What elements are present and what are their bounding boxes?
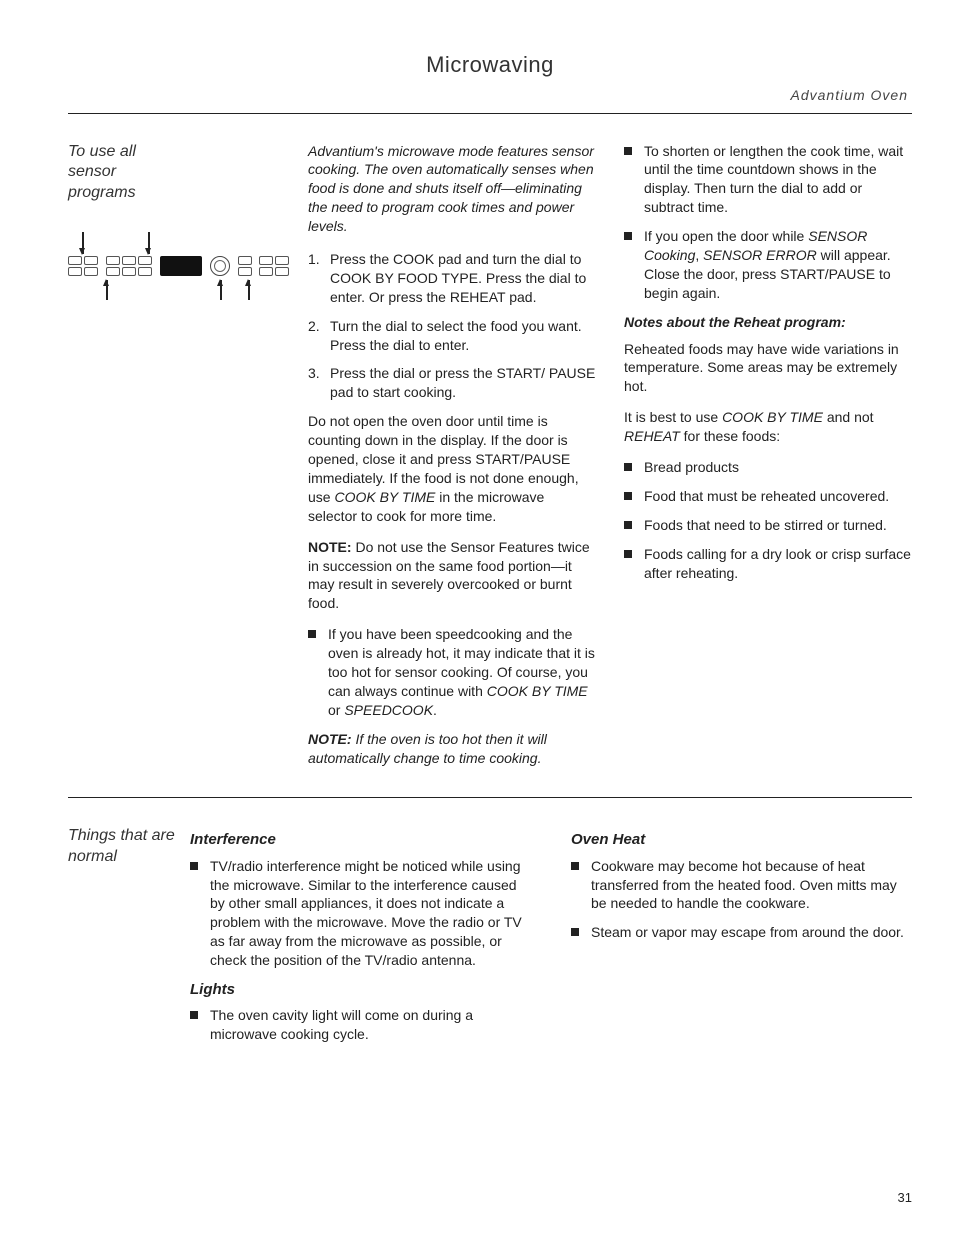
- intro-paragraph: Advantium's microwave mode features sens…: [308, 142, 596, 236]
- bullet-item: Food that must be reheated uncovered.: [624, 487, 912, 506]
- step-item: Turn the dial to select the food you wan…: [308, 317, 596, 355]
- text-run: ,: [695, 247, 703, 263]
- content-columns: Advantium's microwave mode features sens…: [308, 142, 912, 780]
- panel-buttons-row: [68, 256, 289, 276]
- text-italic: SENSOR ERROR: [703, 247, 817, 263]
- text-run: for these foods:: [680, 428, 780, 444]
- bullet-item: If you open the door while SENSOR Cookin…: [624, 227, 912, 303]
- things-normal-section: Things that are normal Interference TV/r…: [68, 798, 912, 1054]
- bullet-list: If you have been speedcooking and the ov…: [308, 625, 596, 719]
- body-paragraph: Reheated foods may have wide variations …: [624, 340, 912, 397]
- button-group-icon: [106, 256, 152, 276]
- arrow-up-icon: [248, 280, 250, 300]
- text-run: It is best to use: [624, 409, 722, 425]
- reheat-foods-list: Bread products Food that must be reheate…: [624, 458, 912, 582]
- text-run: .: [433, 702, 437, 718]
- column-right: To shorten or lengthen the cook time, wa…: [624, 142, 912, 780]
- bullet-list: To shorten or lengthen the cook time, wa…: [624, 142, 912, 303]
- bullet-item: To shorten or lengthen the cook time, wa…: [624, 142, 912, 218]
- arrow-down-icon: [148, 232, 150, 254]
- arrow-up-icon: [220, 280, 222, 300]
- page-number: 31: [898, 1189, 912, 1207]
- sensor-programs-section: To use all sensor programs: [68, 114, 912, 780]
- section-heading: Things that are normal: [68, 826, 190, 1054]
- page-title: Microwaving: [68, 50, 912, 80]
- bullet-item: Bread products: [624, 458, 912, 477]
- bullet-item: Steam or vapor may escape from around th…: [571, 923, 912, 942]
- control-panel-diagram: [68, 232, 288, 302]
- text-italic: COOK BY TIME: [722, 409, 823, 425]
- text-run: and not: [823, 409, 874, 425]
- note-label: NOTE:: [308, 731, 352, 747]
- step-item: Press the dial or press the START/ PAUSE…: [308, 364, 596, 402]
- subsection-heading: Lights: [190, 980, 531, 1000]
- button-group-icon: [68, 256, 98, 276]
- content-columns: Interference TV/radio interference might…: [190, 826, 912, 1054]
- bullet-item: Foods that need to be stirred or turned.: [624, 516, 912, 535]
- bullet-list: The oven cavity light will come on durin…: [190, 1006, 531, 1044]
- subsection-heading: Interference: [190, 830, 531, 850]
- dial-icon: [210, 256, 230, 276]
- bullet-item: If you have been speedcooking and the ov…: [308, 625, 596, 719]
- product-subtitle: Advantium Oven: [68, 86, 912, 114]
- manual-page: Microwaving Advantium Oven To use all se…: [0, 0, 954, 1094]
- steps-list: Press the COOK pad and turn the dial to …: [308, 250, 596, 402]
- body-paragraph: It is best to use COOK BY TIME and not R…: [624, 408, 912, 446]
- body-paragraph: Do not open the oven door until time is …: [308, 412, 596, 525]
- text-italic: COOK BY TIME: [334, 489, 435, 505]
- text-run: If you open the door while: [644, 228, 808, 244]
- bullet-item: Cookware may become hot because of heat …: [571, 857, 912, 914]
- bullet-list: Cookware may become hot because of heat …: [571, 857, 912, 943]
- step-item: Press the COOK pad and turn the dial to …: [308, 250, 596, 307]
- side-column: To use all sensor programs: [68, 142, 308, 780]
- arrow-up-icon: [106, 280, 108, 300]
- column-left: Interference TV/radio interference might…: [190, 826, 531, 1054]
- bullet-item: The oven cavity light will come on durin…: [190, 1006, 531, 1044]
- button-group-icon: [238, 256, 252, 276]
- reheat-notes-heading: Notes about the Reheat program:: [624, 313, 912, 332]
- note-label: NOTE:: [308, 539, 352, 555]
- section-heading: To use all sensor programs: [68, 142, 190, 204]
- text-italic: REHEAT: [624, 428, 680, 444]
- text-italic: COOK BY TIME: [487, 683, 588, 699]
- note-paragraph: NOTE: If the oven is too hot then it wil…: [308, 730, 596, 768]
- bullet-item: TV/radio interference might be noticed w…: [190, 857, 531, 970]
- bullet-list: TV/radio interference might be noticed w…: [190, 857, 531, 970]
- column-right: Oven Heat Cookware may become hot becaus…: [571, 826, 912, 1054]
- bullet-item: Foods calling for a dry look or crisp su…: [624, 545, 912, 583]
- note-paragraph: NOTE: Do not use the Sensor Features twi…: [308, 538, 596, 614]
- text-run: or: [328, 702, 344, 718]
- column-left: Advantium's microwave mode features sens…: [308, 142, 596, 780]
- arrow-down-icon: [82, 232, 84, 254]
- subsection-heading: Oven Heat: [571, 830, 912, 850]
- text-italic: SPEEDCOOK: [344, 702, 433, 718]
- display-icon: [160, 256, 202, 276]
- button-group-icon: [259, 256, 289, 276]
